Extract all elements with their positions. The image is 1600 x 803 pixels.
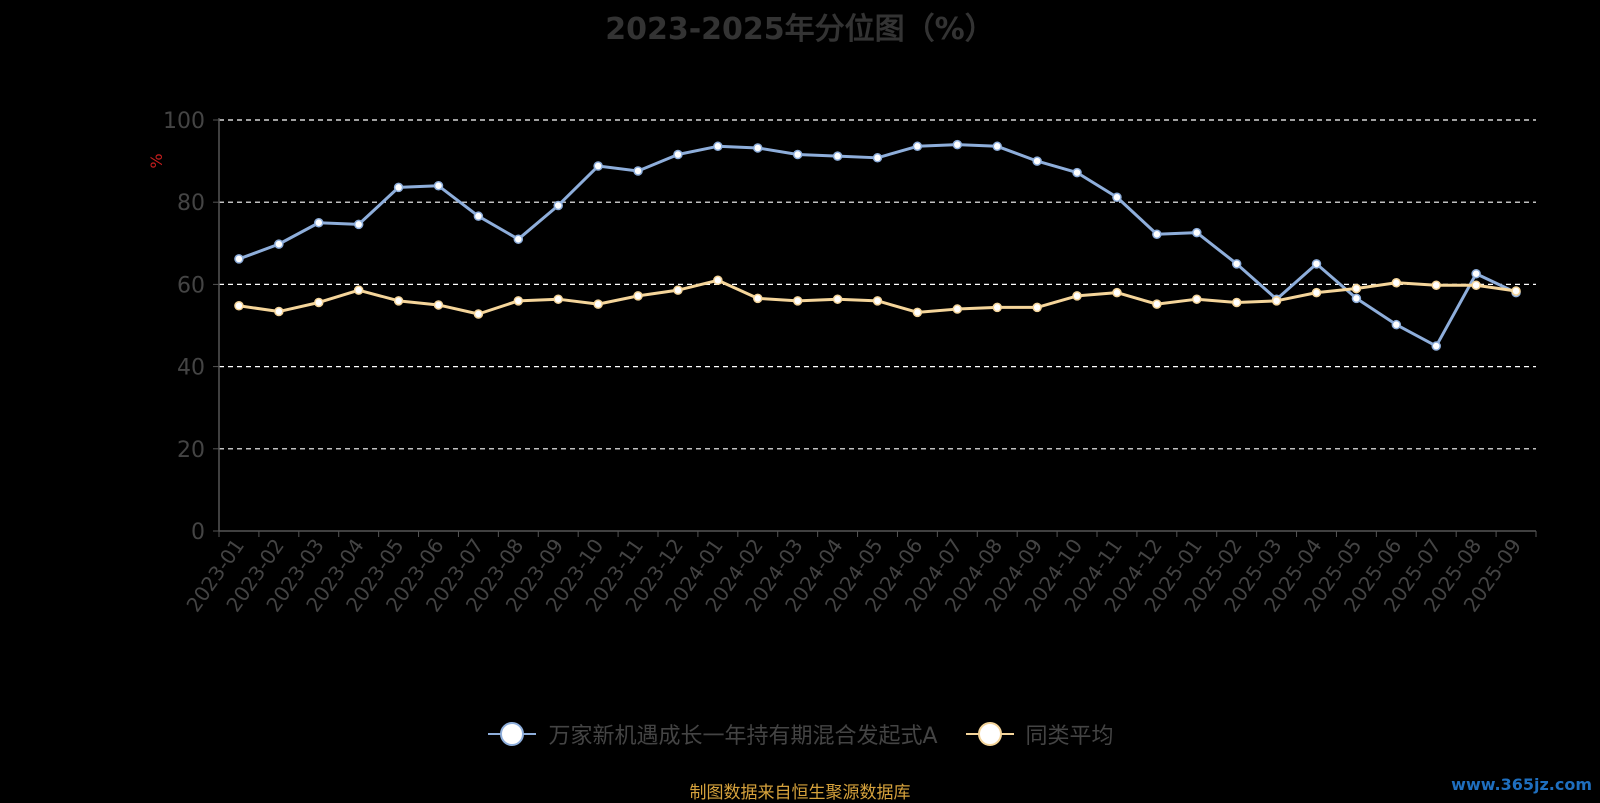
series-0-point-2024-08: [992, 141, 1002, 152]
legend-marker-fund: [488, 722, 537, 746]
y-tick-labels: 0 20 40 60 80 100: [163, 109, 205, 545]
series-0-point-2025-01: [1192, 227, 1202, 238]
series-1-point-2024-08: [992, 302, 1002, 313]
series-1-point-2023-01: [234, 301, 244, 311]
series-0-point-2024-12: [1152, 229, 1162, 240]
series-1-point-2024-12: [1152, 299, 1162, 309]
series-0-point-2023-01: [234, 254, 244, 264]
series-1-point-2023-10: [593, 299, 603, 309]
series-1-point-2025-09: [1511, 286, 1521, 296]
series-0-point-2024-05: [872, 153, 883, 163]
series-1-point-2024-11: [1112, 287, 1122, 298]
series-1-point-2023-08: [513, 296, 524, 306]
series-0-point-2024-11: [1112, 192, 1122, 203]
series-1-point-2024-01: [713, 275, 723, 286]
series-1-point-2025-02: [1231, 297, 1242, 308]
y-tick-label-40: 40: [177, 356, 205, 381]
series-0-point-2024-09: [1032, 156, 1042, 166]
series-1-point-2023-04: [353, 285, 364, 295]
series-0-point-2025-02: [1231, 259, 1242, 269]
series-0-point-2024-02: [753, 143, 763, 153]
series-1-point-2023-11: [633, 291, 643, 301]
series-0-point-2023-04: [353, 219, 364, 230]
series-0-point-2023-12: [673, 149, 683, 160]
legend-marker-average: [965, 722, 1014, 746]
series-1-point-2024-09: [1032, 302, 1042, 313]
series-1-point-2024-05: [872, 296, 883, 306]
axes: %: [147, 118, 1537, 537]
legend-item-fund[interactable]: 万家新机遇成长一年持有期混合发起式A: [486, 718, 938, 750]
series-0-point-2023-03: [314, 218, 324, 228]
series-1-point-2025-06: [1391, 278, 1402, 288]
series-1-point-2023-12: [673, 285, 683, 295]
series-0-point-2024-01: [713, 141, 723, 152]
grid-lines: [219, 119, 1536, 450]
series-1-point-2024-07: [952, 304, 963, 314]
series-1-point-2025-07: [1431, 280, 1441, 290]
x-tick-labels: 2023-012023-022023-032023-042023-052023-…: [181, 534, 1526, 616]
series-1-point-2023-05: [393, 296, 404, 306]
legend-label-average: 同类平均: [1025, 724, 1114, 749]
series-0-point-2023-09: [553, 200, 563, 211]
series-1-point-2025-01: [1192, 294, 1202, 304]
series-1-point-2023-03: [314, 297, 324, 308]
series-0-point-2023-05: [393, 182, 404, 193]
legend-item-average[interactable]: 同类平均: [964, 718, 1114, 750]
series-0-point-2024-10: [1072, 167, 1082, 178]
chart-title: 2023-2025年分位图（%）: [605, 12, 995, 47]
series-1-point-2025-08: [1471, 280, 1481, 290]
series-1-point-2024-06: [912, 307, 923, 318]
series-0-point-2025-07: [1431, 341, 1441, 351]
series-0-point-2025-06: [1391, 319, 1402, 330]
series-0-point-2023-06: [433, 181, 444, 191]
series-1-point-2023-02: [274, 306, 284, 317]
series-0-point-2024-06: [912, 141, 923, 152]
series-1-point-2024-03: [792, 296, 803, 306]
series-1-point-2023-06: [433, 300, 444, 310]
series-1-point-2024-04: [832, 294, 843, 304]
series-1-point-2024-10: [1072, 291, 1082, 301]
series-0-point-2025-08: [1471, 268, 1481, 279]
legend: 万家新机遇成长一年持有期混合发起式A 同类平均: [0, 718, 1600, 750]
series-0-point-2024-03: [792, 149, 803, 160]
series-1-point-2025-03: [1271, 296, 1282, 306]
series-1-point-2025-04: [1311, 287, 1322, 298]
series-0-point-2024-07: [952, 139, 963, 150]
series-layer: [234, 139, 1521, 351]
series-1-point-2023-07: [473, 309, 484, 319]
series-0-point-2025-04: [1311, 259, 1322, 269]
series-line-0: [238, 143, 1517, 348]
watermark: www.365jz.com: [1451, 775, 1592, 794]
data-source-note: 制图数据来自恒生聚源数据库: [689, 783, 911, 803]
y-axis-label: %: [147, 153, 166, 168]
series-0-point-2023-10: [593, 161, 603, 171]
y-tick-label-60: 60: [177, 273, 205, 298]
series-0-point-2025-05: [1351, 293, 1362, 304]
series-0-point-2023-02: [274, 239, 284, 249]
series-0-point-2023-11: [633, 166, 643, 176]
series-1-point-2025-05: [1351, 283, 1362, 294]
y-tick-label-80: 80: [177, 191, 205, 216]
series-1-point-2024-02: [753, 293, 763, 304]
legend-label-fund: 万家新机遇成长一年持有期混合发起式A: [548, 724, 938, 749]
y-tick-label-20: 20: [177, 438, 205, 463]
y-tick-label-100: 100: [163, 109, 205, 134]
y-tick-label-0: 0: [191, 520, 205, 545]
series-0-point-2024-04: [832, 151, 843, 161]
series-0-point-2023-07: [473, 211, 484, 221]
series-0-point-2023-08: [513, 234, 524, 244]
series-1-point-2023-09: [553, 294, 563, 304]
